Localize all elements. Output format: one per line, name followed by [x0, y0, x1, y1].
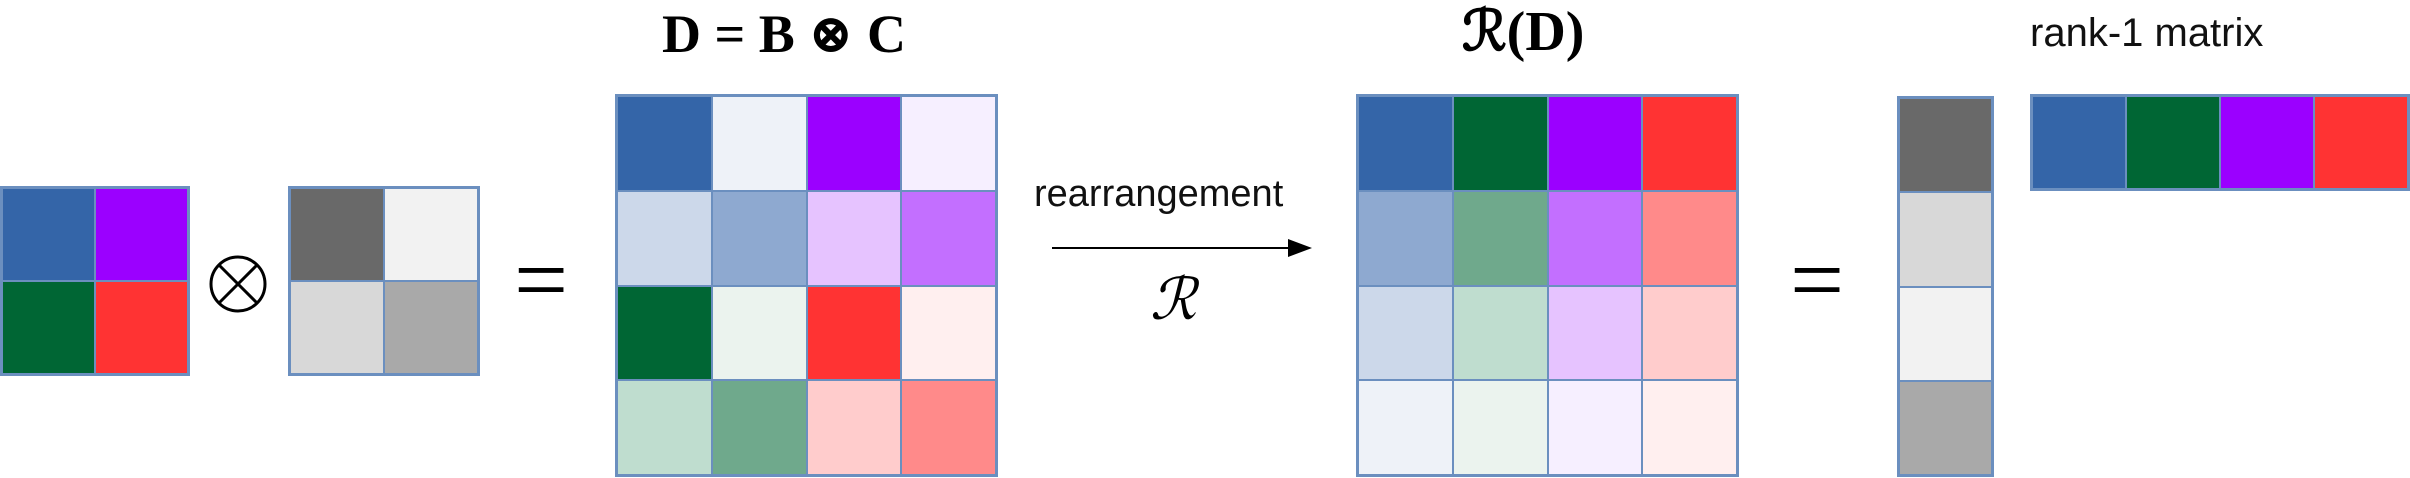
matrix-d-cell-3-0	[617, 380, 712, 475]
kronecker-operator-icon	[208, 254, 268, 314]
matrix-rearranged	[1356, 94, 1739, 477]
right-arrow-icon	[1052, 236, 1312, 260]
matrix-b	[0, 186, 190, 376]
matrix-d-cell-2-1	[711, 285, 807, 381]
vector-column-cell-3-0	[1899, 380, 1992, 475]
vector-column-cell-2-0	[1899, 286, 1992, 381]
matrix-rearranged-cell-1-0	[1358, 190, 1453, 286]
matrix-rearranged-cell-0-0	[1358, 96, 1453, 191]
vector-column-cell-1-0	[1899, 192, 1992, 287]
matrix-d-cell-2-2	[806, 285, 902, 381]
matrix-rearranged-cell-0-1	[1452, 96, 1548, 191]
title-kronecker-product: D = B ⊗ C	[662, 4, 907, 64]
matrix-b-cell-1-1	[95, 281, 188, 374]
matrix-rearranged-cell-3-0	[1358, 380, 1453, 475]
matrix-rearranged-cell-0-2	[1547, 96, 1643, 191]
vector-column-cell-0-0	[1899, 98, 1992, 193]
matrix-rearranged-cell-1-1	[1452, 190, 1548, 286]
matrix-d-cell-2-0	[617, 285, 712, 381]
rearrangement-operator-symbol: ℛ	[1150, 267, 1197, 332]
vector-row-cell-0-2	[2220, 96, 2314, 189]
vector-row-cell-0-3	[2314, 96, 2408, 189]
matrix-c-cell-1-1	[384, 281, 478, 374]
matrix-c-cell-0-0	[290, 188, 384, 281]
matrix-d-cell-0-3	[901, 96, 996, 191]
title-rearranged-matrix: ℛ(D)	[1462, 1, 1585, 63]
matrix-d-cell-1-3	[901, 190, 996, 286]
matrix-rearranged-cell-0-3	[1642, 96, 1737, 191]
matrix-d-cell-3-3	[901, 380, 996, 475]
matrix-rearranged-cell-3-2	[1547, 380, 1643, 475]
vector-row-cell-0-1	[2126, 96, 2220, 189]
matrix-c	[288, 186, 480, 376]
matrix-d-cell-0-1	[711, 96, 807, 191]
vector-row-cell-0-0	[2032, 96, 2126, 189]
matrix-d	[615, 94, 998, 477]
matrix-rearranged-cell-3-3	[1642, 380, 1737, 475]
matrix-rearranged-cell-2-1	[1452, 285, 1548, 381]
matrix-d-cell-3-2	[806, 380, 902, 475]
matrix-d-cell-1-0	[617, 190, 712, 286]
matrix-d-cell-1-1	[711, 190, 807, 286]
equals-sign-1: =	[514, 226, 569, 333]
matrix-d-cell-1-2	[806, 190, 902, 286]
matrix-rearranged-cell-2-3	[1642, 285, 1737, 381]
matrix-b-cell-0-0	[2, 188, 95, 281]
matrix-d-cell-2-3	[901, 285, 996, 381]
matrix-c-cell-1-0	[290, 281, 384, 374]
matrix-rearranged-cell-2-2	[1547, 285, 1643, 381]
matrix-d-cell-3-1	[711, 380, 807, 475]
matrix-d-cell-0-2	[806, 96, 902, 191]
vector-column	[1897, 96, 1994, 477]
matrix-rearranged-cell-1-3	[1642, 190, 1737, 286]
title-rank-1-matrix: rank-1 matrix	[2030, 11, 2264, 55]
vector-row	[2030, 94, 2410, 191]
arrow-label-rearrangement: rearrangement	[1034, 173, 1284, 215]
matrix-rearranged-cell-3-1	[1452, 380, 1548, 475]
matrix-b-cell-1-0	[2, 281, 95, 374]
matrix-rearranged-cell-1-2	[1547, 190, 1643, 286]
matrix-c-cell-0-1	[384, 188, 478, 281]
matrix-b-cell-0-1	[95, 188, 188, 281]
matrix-rearranged-cell-2-0	[1358, 285, 1453, 381]
equals-sign-2: =	[1790, 226, 1845, 333]
matrix-d-cell-0-0	[617, 96, 712, 191]
